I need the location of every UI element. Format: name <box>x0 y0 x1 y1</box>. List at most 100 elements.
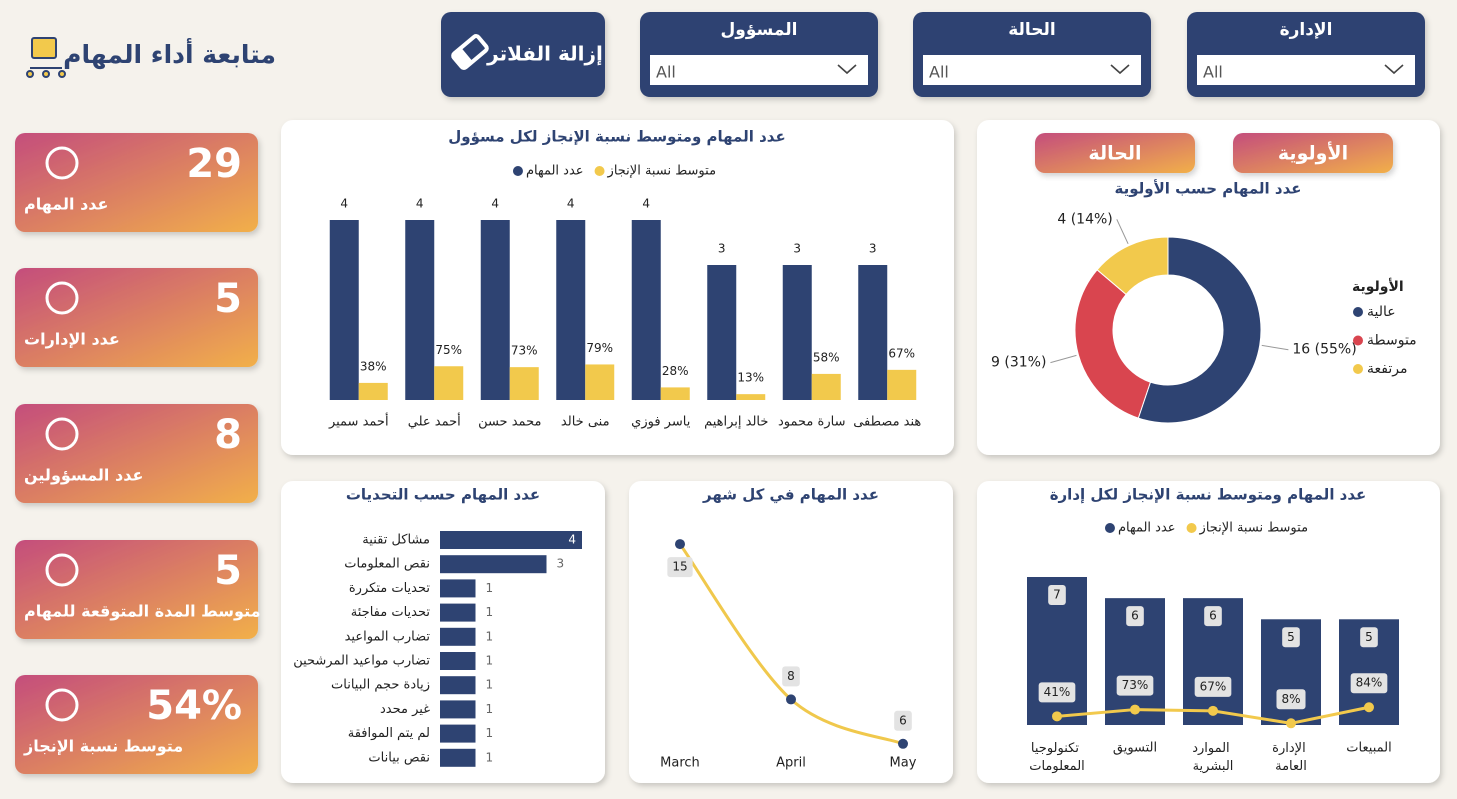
toggle-bg <box>1035 133 1195 173</box>
legend-label: متوسطة <box>1367 333 1417 349</box>
logo-icon <box>26 37 66 78</box>
bar <box>782 265 812 400</box>
data-label: 28% <box>662 364 689 378</box>
data-label: 6 <box>1131 609 1139 623</box>
data-label-bg <box>1360 627 1378 648</box>
data-label: 6 <box>899 713 907 727</box>
chevron <box>1110 64 1130 75</box>
kpi-icon <box>45 553 79 587</box>
data-label: 1 <box>486 678 494 692</box>
data-label: 75% <box>435 343 462 357</box>
kpi-cards: 29 عدد المهام 5 عدد الإدارات 8 عدد المسؤولين 5… <box>15 133 261 774</box>
data-label: 67% <box>888 346 915 360</box>
bar <box>440 748 476 767</box>
kpi-icon <box>45 688 79 722</box>
data-label: 15 <box>672 560 687 574</box>
filter-select <box>1197 55 1415 85</box>
y-tick-label: تحديات متكررة <box>349 581 430 596</box>
chart-title: عدد المهام ومتوسط نسبة الإنجاز لكل مسؤول <box>448 128 785 146</box>
filter-value: All <box>656 63 676 82</box>
x-tick-label: هند مصطفى <box>853 415 921 430</box>
marker <box>675 539 685 550</box>
legend-label: عدد المهام <box>526 164 584 179</box>
chart-title: عدد المهام حسب الأولوية <box>1115 180 1302 198</box>
chart-title: عدد المهام في كل شهر <box>702 486 879 504</box>
data-label: 8 <box>787 669 795 683</box>
bar <box>434 366 464 400</box>
filters: المسؤول All الحالة All الإدارة All <box>640 12 1425 97</box>
legend-item: متوسط نسبة الإنجاز <box>1186 521 1308 536</box>
x-tick-label: ياسر فوزي <box>631 415 691 430</box>
x-tick-label: منى خالد <box>561 415 610 430</box>
data-label: 4 (14%) <box>1057 211 1112 227</box>
data-label: 8% <box>1281 692 1300 706</box>
x-tick-label: تكنولوجيا المعلومات <box>1029 741 1085 774</box>
chart-title: عدد المهام ومتوسط نسبة الإنجاز لكل إدارة <box>1050 486 1367 504</box>
x-tick-label: الإدارة العامة <box>1272 741 1310 774</box>
legend-label: متوسط نسبة الإنجاز <box>607 164 716 179</box>
kpi-icon <box>45 281 79 315</box>
data-label-bg <box>1048 585 1066 605</box>
data-label: 3 <box>557 557 565 571</box>
data-label: 73% <box>511 344 538 358</box>
marker <box>898 738 908 749</box>
y-tick-label: تحديات مفاجئة <box>351 605 431 620</box>
x-tick-label: أحمد علي <box>408 413 461 430</box>
chevron <box>1384 64 1404 75</box>
data-label: 16 (55%) <box>1292 342 1356 358</box>
legend-marker <box>1104 523 1115 533</box>
legend-marker <box>594 166 605 176</box>
legend-label: عالية <box>1367 304 1396 320</box>
data-label: 1 <box>486 605 494 619</box>
x-tick-label: الموارد البشرية <box>1192 741 1234 774</box>
bar <box>858 265 888 400</box>
legend-title: الأولوية <box>1352 278 1404 295</box>
y-tick-label: مشاكل تقنية <box>362 533 430 548</box>
data-label: 1 <box>486 581 494 595</box>
data-label: 1 <box>486 629 494 643</box>
y-tick-label: تضارب المواعيد <box>345 629 431 644</box>
toggle-label: الحالة <box>1088 143 1141 165</box>
marker <box>1286 718 1296 729</box>
data-label: 4 <box>567 197 575 211</box>
data-label: 79% <box>586 341 613 355</box>
x-tick-label: خالد إبراهيم <box>704 415 768 430</box>
clear-filters-button[interactable]: إزالة الفلاتر <box>441 12 605 97</box>
y-tick-label: تضارب مواعيد المرشحين <box>293 654 430 669</box>
filter-select <box>923 55 1141 85</box>
kpi-value: 5 <box>214 548 242 594</box>
data-label: 41% <box>1044 685 1071 699</box>
marker <box>786 694 796 705</box>
x-tick-label: المبيعات <box>1346 741 1391 756</box>
data-label: 84% <box>1356 676 1383 690</box>
data-label: 6 <box>1209 609 1217 623</box>
data-label: 4 <box>642 197 650 211</box>
bar <box>480 220 510 400</box>
bar <box>440 579 476 598</box>
data-label-bg <box>1204 606 1222 627</box>
kpi-icon <box>45 146 79 180</box>
filter-label: الحالة <box>1008 20 1056 40</box>
bar <box>585 364 615 400</box>
filter-dropdown[interactable]: الإدارة All <box>1187 12 1425 97</box>
toggle-button[interactable]: الأولوية <box>1233 133 1393 173</box>
bar <box>440 531 582 549</box>
data-label: 5 <box>1287 630 1295 644</box>
donut-slice <box>1074 269 1152 419</box>
filter-dropdown[interactable]: الحالة All <box>913 12 1151 97</box>
data-label: 4 <box>491 197 499 211</box>
bar <box>440 603 476 622</box>
toggle-label: الأولوية <box>1278 142 1348 165</box>
y-tick-label: غير محدد <box>380 702 430 717</box>
legend-label: عدد المهام <box>1118 521 1176 536</box>
x-tick-label: April <box>776 756 806 771</box>
bar <box>811 373 841 400</box>
data-label-bg <box>1276 689 1306 710</box>
button-label: إزالة الفلاتر <box>486 42 603 66</box>
data-label-bg <box>1194 676 1232 697</box>
bar <box>509 367 539 400</box>
toggle-button[interactable]: الحالة <box>1035 133 1195 173</box>
data-label: 38% <box>360 359 387 373</box>
y-tick-label: نقص المعلومات <box>344 557 430 572</box>
filter-dropdown[interactable]: المسؤول All <box>640 12 878 97</box>
